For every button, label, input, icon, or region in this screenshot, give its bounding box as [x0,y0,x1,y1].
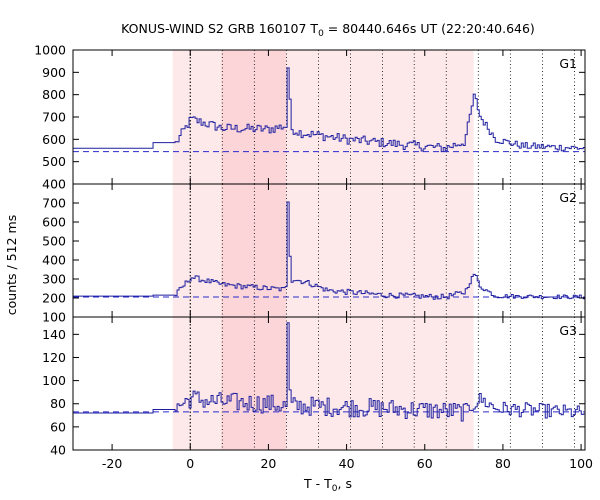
panel-g2: 100 200 300 400 500 600 700 G2 [42,183,586,325]
y-tick-label: 1000 [34,43,66,58]
light-curve-g3 [73,322,585,422]
x-tick-label: 0 [186,456,194,471]
chart-title-subscript: 0 [318,29,324,39]
panel-label-g2: G2 [559,190,577,205]
panel-frame [72,316,586,451]
chart-title: KONUS-WIND S2 GRB 160107 T0 = 80440.646s… [121,21,535,39]
panel-label-g3: G3 [559,323,577,338]
shaded-region-2 [221,184,287,317]
y-tick-label: 500 [42,154,66,169]
y-tick-label: 700 [42,110,66,125]
y-tick-label: 120 [42,350,66,365]
y-tick-label: 500 [42,234,66,249]
y-tick-label: 600 [42,215,66,230]
x-axis-label: T - T0, s [303,476,352,494]
x-axis-label-rest: , s [338,476,352,491]
x-tick-label: 80 [495,456,511,471]
y-tick-label: 900 [42,65,66,80]
shaded-region-1 [172,50,474,184]
x-tick-label: 100 [569,456,593,471]
light-curve-g1 [73,67,585,153]
y-tick-label: 400 [42,253,66,268]
y-tick-label: 100 [42,373,66,388]
y-axis-label: counts / 512 ms [4,215,19,315]
y-tick-label: 60 [50,419,66,434]
x-tick-label: -20 [102,456,122,471]
chart-title-main: KONUS-WIND S2 GRB 160107 T [121,21,318,36]
chart-title-rest: = 80440.646s UT (22:20:40.646) [324,21,535,36]
y-tick-label: 140 [42,327,66,342]
shaded-region-2 [221,50,287,184]
y-tick-label: 40 [50,443,66,458]
panel-g1: 400 500 600 700 800 900 1000 G1 [34,43,586,192]
shaded-region-1 [172,317,474,450]
panel-label-g1: G1 [559,56,577,71]
panel-g3: 40 60 80 100 120 140 G3 [42,316,586,458]
x-tick-label: 20 [260,456,276,471]
shaded-region-2 [221,317,287,450]
y-tick-label: 200 [42,291,66,306]
x-tick-label: 60 [417,456,433,471]
x-axis-label-main: T - T [303,476,332,491]
y-tick-label: 100 [42,310,66,325]
plot-area: 4005006007008009001000G11002003004005006… [34,43,593,472]
y-tick-label: 800 [42,87,66,102]
y-tick-label: 80 [50,396,66,411]
y-tick-label: 400 [42,177,66,192]
y-tick-label: 300 [42,272,66,287]
y-tick-label: 700 [42,196,66,211]
y-tick-label: 600 [42,132,66,147]
x-tick-label: 40 [339,456,355,471]
light-curve-g2 [73,201,585,300]
x-axis-label-subscript: 0 [332,484,338,494]
